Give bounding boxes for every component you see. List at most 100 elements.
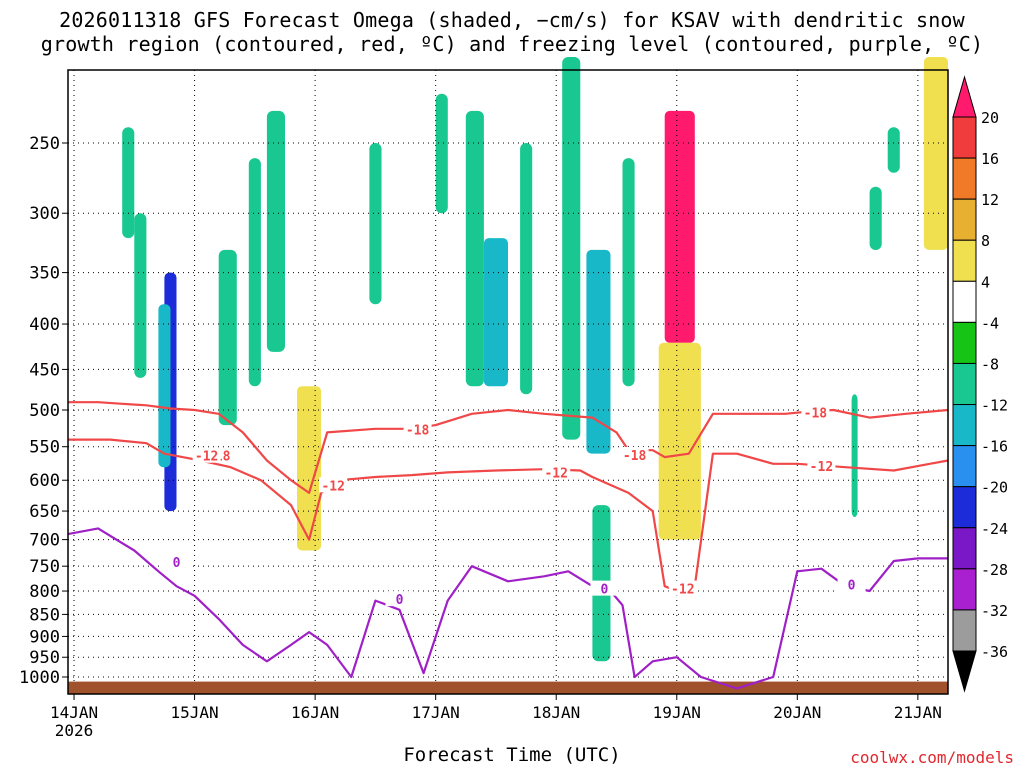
- omega-streak: [369, 143, 382, 305]
- y-tick-label: 1000: [19, 668, 60, 688]
- colorbar-segment: [952, 321, 977, 364]
- y-tick-label: 650: [29, 502, 60, 522]
- plot-border: [67, 69, 949, 695]
- contour-minus12-label: -12: [544, 466, 567, 481]
- colorbar-segment: [952, 116, 977, 159]
- omega-streak: [562, 57, 581, 440]
- contour-minus12-label: -12: [195, 450, 218, 465]
- colorbar-segment: [952, 609, 977, 652]
- omega-streak: [417, 186, 430, 284]
- y-tick-label: 450: [29, 360, 60, 380]
- x-axis-label: Forecast Time (UTC): [403, 744, 621, 766]
- y-tick-label: 900: [29, 627, 60, 647]
- x-tick-label: 17JAN: [412, 703, 460, 722]
- colorbar-segment: [952, 198, 977, 241]
- x-year-label: 2026: [55, 721, 94, 740]
- colorbar-label: -16: [981, 438, 1008, 456]
- colorbar-segment: [952, 362, 977, 406]
- contour-minus12-label-bg: [807, 457, 836, 473]
- colorbar-label: -8: [981, 355, 999, 373]
- contour-minus18-label: -18: [623, 449, 647, 464]
- contour-freezing-label: 0: [173, 556, 181, 571]
- omega-streak: [146, 425, 159, 572]
- omega-streak: [447, 453, 460, 540]
- contour-minus12-label: -12: [321, 479, 344, 494]
- contour-minus12-label-bg: [668, 580, 697, 596]
- contour-freezing-label-bg: [837, 576, 866, 592]
- contour-freezing: [67, 527, 948, 690]
- y-tick-label: 500: [29, 401, 60, 421]
- omega-streak: [887, 127, 900, 173]
- omega-region: [297, 386, 322, 551]
- colorbar-label: -4: [981, 314, 999, 332]
- omega-streak: [785, 283, 804, 551]
- colorbar-segment: [952, 280, 977, 323]
- source-credit[interactable]: coolwx.com/models: [850, 748, 1014, 767]
- contour-freezing-label-bg: [385, 591, 414, 607]
- colorbar: 20 16 12 8 4 -4 -8 -12 -16 -20 -24 -28 -32 -36: [952, 75, 1008, 693]
- y-tick-label: 850: [29, 605, 60, 625]
- contour-minus18: [68, 401, 949, 494]
- contour-minus18-label: -18: [804, 406, 828, 421]
- contour-freezing-label: 0: [601, 583, 609, 598]
- omega-streak: [80, 304, 93, 343]
- colorbar-segment: [952, 404, 977, 447]
- colorbar-label: 12: [981, 191, 999, 209]
- omega-streak: [869, 186, 882, 250]
- x-tick-label: 15JAN: [170, 703, 218, 722]
- colorbar-segment: [952, 568, 977, 611]
- contour-minus18-label-bg: [620, 447, 649, 463]
- omega-region: [923, 57, 948, 250]
- colorbar-label: 16: [981, 150, 999, 168]
- omega-streak: [495, 394, 508, 493]
- contour-freezing-label: 0: [848, 579, 856, 594]
- y-tick-label: 800: [29, 582, 60, 602]
- colorbar-segment: [952, 445, 977, 488]
- contour-minus18-label-bg: [403, 421, 432, 437]
- x-tick-label: 14JAN: [50, 703, 98, 722]
- omega-streak: [218, 249, 237, 426]
- contour-minus12-label-bg: [542, 464, 571, 480]
- omega-region: [158, 304, 171, 468]
- y-tick-label: 350: [29, 264, 60, 284]
- x-tick-label: 16JAN: [291, 703, 339, 722]
- omega-streak: [845, 110, 852, 214]
- colorbar-label: -20: [981, 479, 1008, 497]
- omega-region: [483, 238, 508, 387]
- x-axis: 14JAN 15JAN 16JAN 17JAN 18JAN 19JAN 20JAN 21JAN…: [50, 694, 942, 740]
- colorbar-bottom-arrow: [952, 650, 977, 693]
- y-axis: 2503003504004505005506006507007508008509…: [19, 134, 68, 688]
- x-tick-label: 20JAN: [773, 703, 821, 722]
- omega-streak: [640, 75, 653, 214]
- omega-streak: [725, 158, 738, 250]
- colorbar-top-arrow: [952, 75, 977, 118]
- chart-title-line-1: 2026011318 GFS Forecast Omega (shaded, −…: [59, 8, 965, 32]
- contour-minus12-label-bg: [192, 447, 221, 463]
- omega-streak: [248, 158, 261, 387]
- omega-streak: [520, 143, 533, 395]
- omega-streak: [399, 351, 418, 426]
- y-tick-label: 600: [29, 471, 60, 491]
- colorbar-label: -28: [981, 561, 1008, 579]
- contour-minus18-label-bg: [801, 404, 830, 420]
- contour-minus18-label: -18: [406, 424, 430, 439]
- colorbar-label: -36: [981, 643, 1008, 661]
- y-tick-label: 750: [29, 557, 60, 577]
- chart-title-line-2: growth region (contoured, red, ºC) and f…: [40, 32, 984, 56]
- contour-minus12-label-bg: [319, 477, 348, 493]
- y-tick-label: 700: [29, 531, 60, 551]
- omega-shading: [80, 57, 948, 662]
- omega-streak: [297, 539, 316, 654]
- omega-streak: [266, 110, 285, 352]
- y-tick-label: 250: [29, 134, 60, 154]
- colorbar-label: 20: [981, 109, 999, 127]
- y-tick-label: 300: [29, 204, 60, 224]
- contour-freezing-label-bg: [162, 554, 191, 570]
- colorbar-label: -24: [981, 520, 1008, 538]
- x-tick-label: 19JAN: [653, 703, 701, 722]
- colorbar-segment: [952, 527, 977, 570]
- omega-streak: [134, 213, 147, 378]
- y-tick-label: 950: [29, 648, 60, 668]
- omega-streak: [435, 93, 448, 214]
